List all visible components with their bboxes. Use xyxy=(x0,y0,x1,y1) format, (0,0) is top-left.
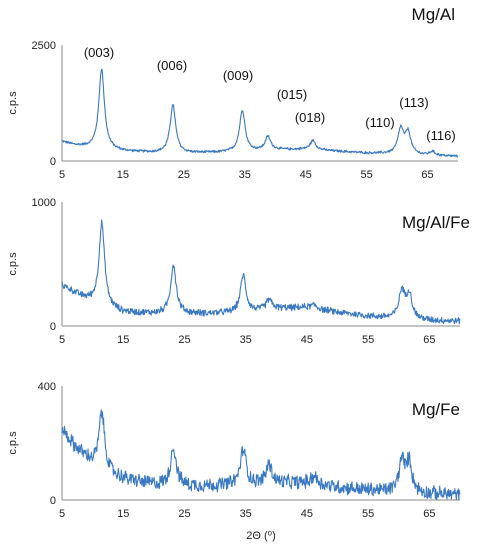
y-tick-label: 0 xyxy=(50,156,56,168)
x-tick-label: 65 xyxy=(423,508,435,520)
y-axis-title: c.p.s xyxy=(7,431,19,455)
panel-3: 5 15 25 35 45 55 65 0 400 c.p.s Mg/Fe xyxy=(7,381,461,520)
y-tick-label: 400 xyxy=(38,381,56,393)
panel-title: Mg/Fe xyxy=(412,400,460,419)
x-tick-label: 45 xyxy=(301,334,313,346)
panel-2: 5 15 25 35 45 55 65 0 1000 c.p.s Mg/Al/Fe xyxy=(7,197,470,346)
x-tick-label: 25 xyxy=(178,334,190,346)
x-axis-title: 2Θ (⁰) xyxy=(246,530,275,542)
y-axis-title: c.p.s xyxy=(7,252,19,276)
peak-label: (015) xyxy=(277,87,307,102)
x-tick-label: 15 xyxy=(117,508,129,520)
peak-label: (018) xyxy=(295,110,325,125)
x-tick-label: 55 xyxy=(360,169,372,181)
x-tick-label: 5 xyxy=(59,334,65,346)
peak-label: (006) xyxy=(157,58,187,73)
peak-label: (116) xyxy=(426,128,455,143)
peak-label: (113) xyxy=(399,95,428,110)
x-tick-label: 5 xyxy=(59,169,65,181)
diffraction-trace xyxy=(61,68,459,158)
x-tick-label: 55 xyxy=(362,334,374,346)
x-tick-label: 55 xyxy=(362,508,374,520)
y-tick-label: 2500 xyxy=(32,40,56,52)
x-tick-label: 35 xyxy=(240,508,252,520)
y-tick-label: 1000 xyxy=(32,197,56,209)
panel-title: Mg/Al xyxy=(412,5,455,24)
panel-title: Mg/Al/Fe xyxy=(402,213,470,232)
x-tick-label: 45 xyxy=(301,508,313,520)
panel-1: 5 15 25 35 45 55 65 0 2500 c.p.s Mg/Al (003) (006) (0… xyxy=(7,5,459,181)
x-tick-label: 5 xyxy=(59,508,65,520)
y-tick-label: 0 xyxy=(50,321,56,333)
diffraction-trace xyxy=(61,219,461,325)
x-tick-label: 65 xyxy=(423,334,435,346)
y-axis-title: c.p.s xyxy=(7,91,19,115)
x-tick-label: 25 xyxy=(178,169,190,181)
x-tick-label: 25 xyxy=(178,508,190,520)
peak-label: (003) xyxy=(84,45,114,60)
x-tick-label: 45 xyxy=(300,169,312,181)
diffraction-trace xyxy=(61,409,461,501)
x-tick-label: 15 xyxy=(117,169,129,181)
peak-label: (110) xyxy=(365,115,394,130)
x-tick-label: 35 xyxy=(240,334,252,346)
x-tick-label: 35 xyxy=(239,169,251,181)
x-tick-label: 65 xyxy=(421,169,433,181)
peak-label: (009) xyxy=(223,68,253,83)
x-tick-label: 15 xyxy=(117,334,129,346)
y-tick-label: 0 xyxy=(50,495,56,507)
